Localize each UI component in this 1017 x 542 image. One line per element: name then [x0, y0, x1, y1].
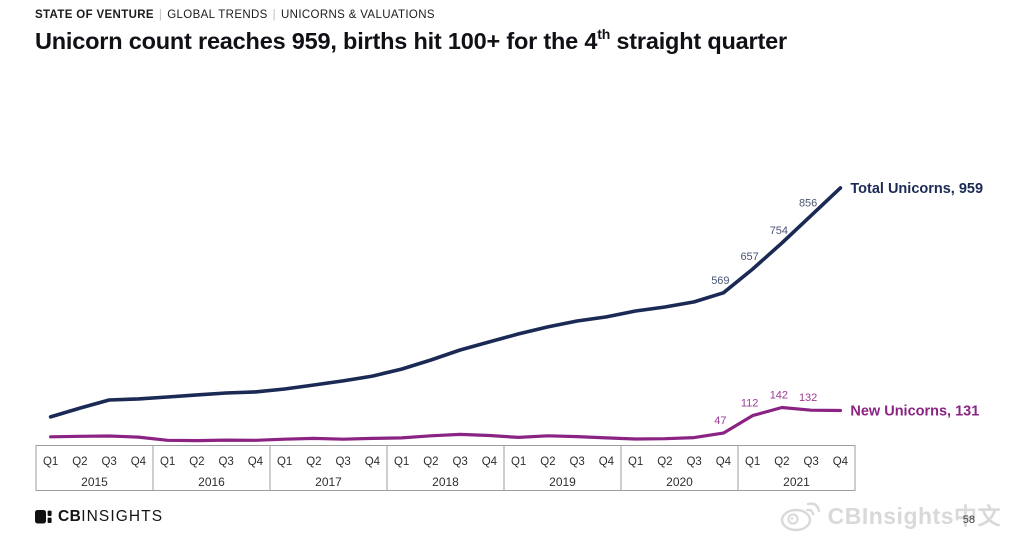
- point-label: 569: [711, 275, 729, 287]
- series-end-label: Total Unicorns, 959: [850, 181, 983, 197]
- title-superscript: th: [597, 26, 611, 42]
- quarter-tick-label: Q2: [774, 456, 789, 468]
- series-end-label: New Unicorns, 131: [850, 403, 979, 419]
- watermark-text: CBInsights中文: [827, 503, 1001, 529]
- point-label: 132: [799, 392, 817, 404]
- point-label: 47: [714, 415, 726, 427]
- quarter-tick-label: Q3: [569, 456, 584, 468]
- year-label: 2017: [315, 475, 342, 489]
- cbinsights-logo-text: CBINSIGHTS: [58, 508, 164, 525]
- point-label: 142: [770, 390, 788, 402]
- quarter-tick-label: Q2: [423, 456, 438, 468]
- new-unicorns-line: [48, 405, 843, 443]
- breadcrumb: STATE OF VENTURE | GLOBAL TRENDS | UNICORNS …: [35, 9, 435, 21]
- quarter-tick-label: Q1: [277, 456, 292, 468]
- page-title: Unicorn count reaches 959, births hit 10…: [35, 26, 787, 54]
- quarter-tick-label: Q4: [482, 456, 498, 468]
- point-label: 856: [799, 198, 817, 210]
- quarter-tick-label: Q4: [716, 456, 732, 468]
- breadcrumb-subsection: UNICORNS & VALUATIONS: [281, 9, 435, 21]
- watermark: CBInsights中文: [778, 494, 1001, 534]
- year-label: 2016: [198, 475, 225, 489]
- quarter-tick-label: Q2: [189, 456, 204, 468]
- quarter-tick-label: Q1: [511, 456, 526, 468]
- quarter-tick-label: Q4: [833, 456, 849, 468]
- quarter-tick-label: Q1: [394, 456, 409, 468]
- breadcrumb-section: GLOBAL TRENDS: [167, 9, 268, 21]
- quarter-tick-label: Q3: [803, 456, 818, 468]
- quarter-tick-label: Q4: [131, 456, 147, 468]
- quarter-tick-label: Q2: [72, 456, 87, 468]
- quarter-tick-label: Q4: [599, 456, 615, 468]
- quarter-tick-label: Q4: [248, 456, 264, 468]
- point-label: 112: [741, 398, 759, 410]
- total-unicorns-line: [48, 186, 843, 419]
- quarter-tick-label: Q3: [686, 456, 701, 468]
- cbinsights-block-icon: [35, 510, 52, 524]
- year-label: 2020: [666, 475, 693, 489]
- quarter-tick-label: Q1: [160, 456, 175, 468]
- breadcrumb-separator: |: [272, 9, 277, 21]
- quarter-tick-label: Q3: [101, 456, 116, 468]
- quarter-tick-label: Q1: [745, 456, 760, 468]
- year-label: 2018: [432, 475, 459, 489]
- quarter-tick-label: Q3: [452, 456, 467, 468]
- point-label: 657: [740, 251, 758, 263]
- year-label: 2019: [549, 475, 576, 489]
- weibo-icon: [780, 502, 820, 532]
- year-label: 2021: [783, 475, 810, 489]
- quarter-tick-label: Q1: [628, 456, 643, 468]
- page-number: 58: [962, 514, 975, 526]
- quarter-tick-label: Q1: [43, 456, 58, 468]
- quarter-tick-label: Q3: [335, 456, 350, 468]
- breadcrumb-report-name: STATE OF VENTURE: [35, 9, 154, 21]
- year-label: 2015: [81, 475, 108, 489]
- quarter-tick-label: Q2: [306, 456, 321, 468]
- quarter-tick-label: Q2: [540, 456, 555, 468]
- cbinsights-logo: CBINSIGHTS: [35, 508, 163, 526]
- x-axis-box: [35, 445, 856, 491]
- breadcrumb-separator: |: [158, 9, 163, 21]
- quarter-tick-label: Q2: [657, 456, 672, 468]
- quarter-tick-label: Q3: [218, 456, 233, 468]
- quarter-tick-label: Q4: [365, 456, 381, 468]
- point-label: 754: [770, 225, 788, 237]
